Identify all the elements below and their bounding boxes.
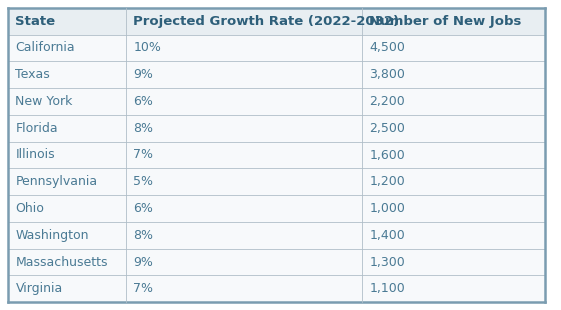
Text: 9%: 9% bbox=[134, 68, 153, 81]
Text: 2,200: 2,200 bbox=[370, 95, 405, 108]
Text: Texas: Texas bbox=[16, 68, 50, 81]
Bar bbox=[8, 222, 545, 249]
Text: Pennsylvania: Pennsylvania bbox=[16, 175, 98, 188]
Text: Number of New Jobs: Number of New Jobs bbox=[370, 15, 522, 28]
Bar bbox=[8, 88, 545, 115]
Text: 4,500: 4,500 bbox=[370, 42, 405, 55]
Text: 1,600: 1,600 bbox=[370, 148, 405, 162]
Text: Ohio: Ohio bbox=[16, 202, 44, 215]
Text: 7%: 7% bbox=[134, 148, 154, 162]
Text: Projected Growth Rate (2022-2032): Projected Growth Rate (2022-2032) bbox=[134, 15, 399, 28]
Text: Massachusetts: Massachusetts bbox=[16, 255, 108, 268]
Text: 5%: 5% bbox=[134, 175, 154, 188]
Text: 10%: 10% bbox=[134, 42, 162, 55]
Bar bbox=[8, 8, 545, 34]
Text: 2,500: 2,500 bbox=[370, 122, 405, 135]
Text: California: California bbox=[16, 42, 75, 55]
Text: 9%: 9% bbox=[134, 255, 153, 268]
Text: 1,100: 1,100 bbox=[370, 282, 405, 295]
Text: Virginia: Virginia bbox=[16, 282, 63, 295]
Bar bbox=[8, 34, 545, 61]
Text: 8%: 8% bbox=[134, 229, 154, 242]
Bar bbox=[8, 276, 545, 302]
Bar bbox=[8, 61, 545, 88]
Text: Washington: Washington bbox=[16, 229, 89, 242]
Text: 6%: 6% bbox=[134, 95, 153, 108]
Text: 8%: 8% bbox=[134, 122, 154, 135]
Text: State: State bbox=[16, 15, 56, 28]
Text: New York: New York bbox=[16, 95, 73, 108]
Text: 1,300: 1,300 bbox=[370, 255, 405, 268]
Bar bbox=[8, 142, 545, 168]
Text: Illinois: Illinois bbox=[16, 148, 55, 162]
Text: 3,800: 3,800 bbox=[370, 68, 405, 81]
Bar bbox=[8, 115, 545, 142]
Bar bbox=[8, 249, 545, 276]
Bar bbox=[8, 168, 545, 195]
Text: 1,000: 1,000 bbox=[370, 202, 405, 215]
Text: 1,400: 1,400 bbox=[370, 229, 405, 242]
Text: 1,200: 1,200 bbox=[370, 175, 405, 188]
Text: 7%: 7% bbox=[134, 282, 154, 295]
Bar bbox=[8, 195, 545, 222]
Text: Florida: Florida bbox=[16, 122, 58, 135]
Text: 6%: 6% bbox=[134, 202, 153, 215]
